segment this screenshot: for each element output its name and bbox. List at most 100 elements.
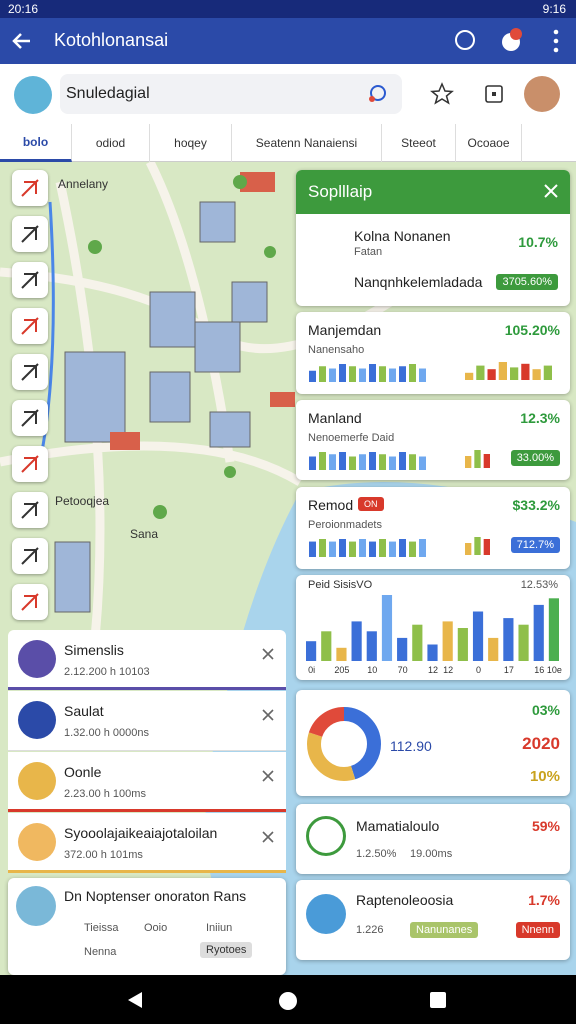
spark-bar — [359, 368, 366, 382]
spark-bar — [487, 369, 496, 380]
tool-button[interactable] — [12, 584, 48, 620]
x-tick-label: 17 — [504, 665, 514, 675]
user-avatar[interactable] — [524, 76, 560, 112]
card-name: Remod — [308, 497, 354, 513]
bar — [442, 621, 453, 661]
tab[interactable]: hoqey — [150, 124, 232, 162]
metric-card: Manland Nenoemerfe Daid 12.3% 33.00% — [296, 400, 570, 480]
dismiss-button[interactable] — [262, 648, 274, 660]
search-icon[interactable] — [366, 83, 388, 105]
spark-bar — [329, 541, 336, 557]
tab[interactable]: Steeot — [382, 124, 456, 162]
spark-bar — [319, 452, 326, 470]
metric-card: Manjemdan Nanensaho 105.20% — [296, 312, 570, 394]
list-avatar — [18, 823, 56, 861]
chat-button[interactable] — [452, 28, 478, 54]
spark-bar — [349, 541, 356, 557]
tool-button[interactable] — [12, 308, 48, 344]
dismiss-button[interactable] — [262, 770, 274, 782]
tool-button[interactable] — [12, 354, 48, 390]
stat-name: Mamatialoulo — [356, 818, 440, 834]
spark-bar — [369, 452, 376, 470]
spark-bar — [379, 366, 386, 382]
dismiss-button[interactable] — [262, 709, 274, 721]
tool-button[interactable] — [12, 170, 48, 206]
stat-meta: 1.2.50% — [356, 848, 397, 860]
bar — [548, 598, 559, 661]
spark-bar — [399, 366, 406, 382]
tool-icon — [21, 593, 39, 611]
tool-button[interactable] — [12, 262, 48, 298]
dismiss-glyph — [262, 831, 274, 843]
tool-button[interactable] — [12, 400, 48, 436]
card-item: Iniiun — [206, 922, 233, 934]
card-item: Tieissa — [84, 922, 119, 934]
sparkline — [465, 450, 490, 468]
row-sub: Fatan — [354, 246, 383, 258]
x-tick-label: 70 — [398, 665, 408, 675]
list-item[interactable]: Oonle 2.23.00 h 100ms — [8, 752, 286, 812]
list-title: Simenslis — [64, 642, 124, 658]
menu-button[interactable] — [550, 28, 562, 54]
donut-chart — [307, 707, 381, 781]
tab[interactable]: odiod — [72, 124, 150, 162]
tool-icon — [21, 179, 39, 197]
nav-bar — [0, 975, 576, 1024]
bar — [306, 641, 317, 661]
app-bar: Kotohlonansai — [0, 18, 576, 64]
spark-bar — [319, 539, 326, 557]
x-tick-label: 0i — [308, 665, 315, 675]
profile-button[interactable] — [496, 26, 526, 54]
tool-button[interactable] — [12, 538, 48, 574]
card-tag: ON — [358, 497, 384, 511]
status-time: 20:16 — [8, 2, 39, 16]
list-item[interactable]: Saulat 1.32.00 h 0000ns — [8, 691, 286, 751]
tab[interactable]: Seatenn Nanaiensi — [232, 124, 382, 162]
spark-bar — [510, 367, 519, 380]
spark-bar — [483, 539, 490, 555]
list-meta: 2.23.00 h 100ms — [64, 788, 146, 800]
bar — [351, 621, 362, 661]
stat-meta: 19.00ms — [410, 848, 453, 860]
search-box[interactable]: Snuledagial — [60, 74, 402, 114]
list-item[interactable]: Syooolajaikeaiajotaloilan 372.00 h 101ms — [8, 813, 286, 873]
back-button[interactable] — [10, 30, 32, 52]
sparkline — [309, 364, 426, 382]
spark-bar — [359, 539, 366, 557]
spark-bar — [309, 370, 316, 382]
nav-back[interactable] — [126, 991, 144, 1009]
list-title: Oonle — [64, 764, 102, 780]
nav-recents[interactable] — [430, 992, 446, 1008]
x-tick-label: 10 — [367, 665, 377, 675]
close-button[interactable] — [544, 184, 558, 198]
spark-bar — [379, 454, 386, 470]
list-avatar — [18, 701, 56, 739]
tool-button[interactable] — [12, 446, 48, 482]
tool-button[interactable] — [12, 216, 48, 252]
list-meta: 1.32.00 h 0000ns — [64, 727, 150, 739]
bar — [518, 624, 529, 661]
card-title: Dn Noptenser onoraton Rans — [64, 888, 247, 904]
map-label: Petooqjea — [55, 494, 109, 508]
tab[interactable]: bolo — [0, 124, 72, 162]
list-title: Saulat — [64, 703, 104, 719]
donut-center: 112.90 — [390, 738, 432, 754]
tab[interactable]: Ocoaoe — [456, 124, 522, 162]
card-name: Manjemdan — [308, 322, 382, 338]
sparkline — [465, 537, 490, 555]
stat-chip[interactable]: Nanunanes — [410, 922, 479, 938]
app-title: Kotohlonansai — [54, 30, 169, 50]
tool-glyph — [21, 179, 39, 197]
card-button[interactable]: Ryotoes — [200, 942, 253, 958]
window-button[interactable] — [484, 84, 504, 104]
dismiss-button[interactable] — [262, 831, 274, 843]
spark-bar — [419, 456, 426, 470]
nav-home[interactable] — [278, 991, 298, 1011]
spark-bar — [309, 541, 316, 557]
list-item[interactable]: Simenslis 2.12.200 h 10103 — [8, 630, 286, 690]
star-button[interactable] — [430, 82, 454, 106]
map-label: Sana — [130, 527, 158, 541]
donut-label: 10% — [529, 768, 560, 785]
tool-button[interactable] — [12, 492, 48, 528]
